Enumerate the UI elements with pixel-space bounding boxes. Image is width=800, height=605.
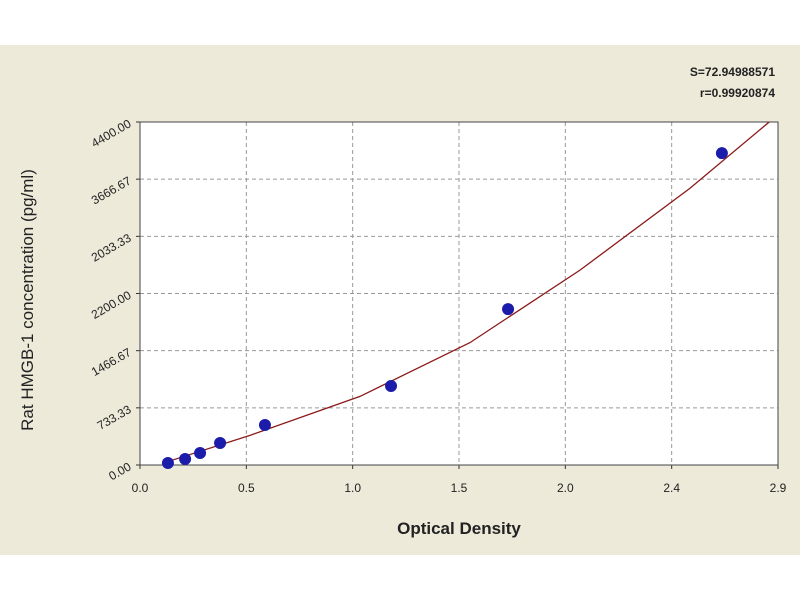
data-point [161,456,174,469]
data-point [715,147,728,160]
fit-curve [161,121,770,465]
x-tick-label: 0.5 [238,481,255,495]
data-point [194,446,207,459]
data-point [214,437,227,450]
data-point [385,380,398,393]
data-point [179,452,192,465]
data-point [258,419,271,432]
x-tick-label: 2.0 [557,481,574,495]
plot-border [139,121,779,466]
x-axis-label: Optical Density [397,519,521,538]
x-tick-label: 1.5 [451,481,468,495]
annotation: r=0.99920874 [700,86,775,100]
data-point [502,303,515,316]
x-tick-label: 2.4 [663,481,680,495]
x-tick-label: 0.0 [132,481,149,495]
x-tick-label: 2.9 [770,481,787,495]
x-tick-label: 1.0 [344,481,361,495]
y-axis-label: Rat HMGB-1 concentration (pg/ml) [18,169,37,431]
annotation: S=72.94988571 [690,65,775,79]
